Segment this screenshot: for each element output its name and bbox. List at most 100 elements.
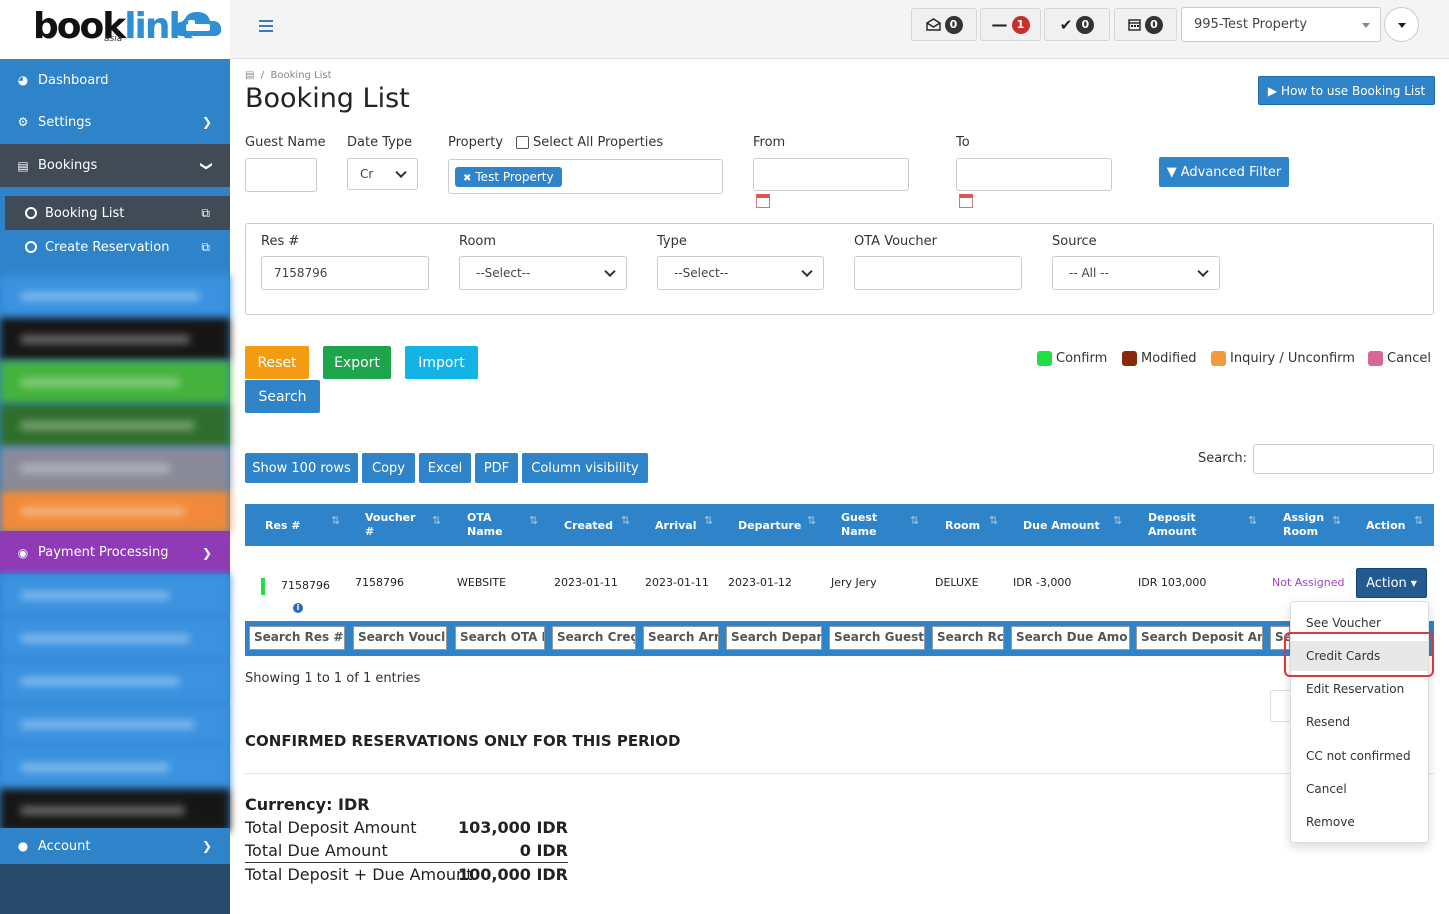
menu-item-remove[interactable]: Remove <box>1306 815 1355 829</box>
remove-tag-icon[interactable]: ✖ <box>463 172 472 184</box>
sort-icon[interactable]: ⇅ <box>989 514 999 527</box>
show-rows-button[interactable]: Show 100 rows <box>245 453 358 483</box>
messages-button[interactable]: 0 <box>911 8 977 41</box>
sort-icon[interactable]: ⇅ <box>807 514 817 527</box>
to-date-input[interactable] <box>956 158 1112 191</box>
sort-icon[interactable]: ⇅ <box>432 514 442 527</box>
advanced-filter-button[interactable]: ▼ Advanced Filter <box>1159 157 1289 187</box>
search-due-amount-input[interactable]: Search Due Amo <box>1011 626 1130 650</box>
sidebar-item-blurred[interactable] <box>0 404 230 447</box>
select-all-properties-checkbox[interactable]: Select All Properties <box>516 135 663 150</box>
sort-icon[interactable]: ⇅ <box>704 514 714 527</box>
menu-item-resend[interactable]: Resend <box>1306 715 1351 729</box>
sidebar-item-dashboard[interactable]: ◕ Dashboard <box>0 59 230 101</box>
sort-icon[interactable]: ⇅ <box>1414 514 1424 527</box>
reset-button[interactable]: Reset <box>245 346 309 379</box>
th-due-amount[interactable]: Due Amount <box>1023 504 1103 546</box>
sort-icon[interactable]: ⇅ <box>331 514 341 527</box>
search-res-input[interactable]: Search Res # <box>249 626 345 650</box>
th-deposit-amount[interactable]: Deposit Amount <box>1148 504 1208 546</box>
pdf-button[interactable]: PDF <box>475 453 518 483</box>
search-deposit-amount-input[interactable]: Search Deposit An <box>1136 626 1263 650</box>
room-select[interactable]: --Select-- <box>459 256 627 290</box>
th-ota-name[interactable]: OTA Name <box>467 504 522 546</box>
pending-button[interactable]: — 1 <box>980 8 1041 41</box>
th-action[interactable]: Action <box>1366 504 1411 546</box>
sidebar-item-blurred[interactable] <box>0 789 230 832</box>
copy-button[interactable]: Copy <box>362 453 415 483</box>
sidebar-item-blurred[interactable] <box>0 574 230 617</box>
ota-voucher-input[interactable] <box>854 256 1022 290</box>
guest-name-input[interactable] <box>245 158 317 192</box>
sidebar-item-blurred[interactable] <box>0 275 230 318</box>
menu-item-see-voucher[interactable]: See Voucher <box>1306 616 1381 630</box>
sidebar-item-create-reservation[interactable]: Create Reservation ⧉ <box>5 230 230 264</box>
search-button[interactable]: Search <box>245 380 320 413</box>
date-type-select[interactable]: Cr <box>347 158 418 190</box>
table-search-input[interactable] <box>1253 444 1434 474</box>
sidebar-item-blurred[interactable] <box>0 703 230 746</box>
checkbox-box[interactable] <box>516 136 529 149</box>
sidebar-item-blurred[interactable] <box>0 447 230 490</box>
sidebar-item-blurred[interactable] <box>0 361 230 404</box>
property-tag[interactable]: ✖ Test Property <box>455 166 562 187</box>
res-input[interactable]: 7158796 <box>261 256 429 290</box>
th-created[interactable]: Created <box>564 504 619 546</box>
from-date-input[interactable] <box>753 158 909 191</box>
th-arrival[interactable]: Arrival <box>655 504 705 546</box>
search-voucher-input[interactable]: Search Voucl <box>353 626 447 650</box>
confirmed-button[interactable]: ✔ 0 <box>1044 8 1110 41</box>
calendar-button[interactable]: 0 <box>1114 8 1177 41</box>
sort-icon[interactable]: ⇅ <box>529 514 539 527</box>
search-ota-input[interactable]: Search OTA I <box>455 626 545 650</box>
search-created-input[interactable]: Search Creç <box>552 626 636 650</box>
property-multiselect[interactable]: ✖ Test Property <box>448 159 723 194</box>
th-departure[interactable]: Departure <box>738 504 808 546</box>
type-select[interactable]: --Select-- <box>657 256 824 290</box>
brand-logo[interactable]: booklink asia <box>0 0 230 59</box>
sort-icon[interactable]: ⇅ <box>910 514 920 527</box>
sidebar-item-booking-list[interactable]: Booking List ⧉ <box>5 196 230 230</box>
th-assign-room[interactable]: Assign Room <box>1283 504 1328 546</box>
th-res[interactable]: Res # <box>265 504 325 546</box>
sidebar-item-account[interactable]: ● Account ❯ <box>0 828 230 864</box>
sidebar-item-blurred[interactable] <box>0 746 230 789</box>
property-select[interactable]: 995-Test Property <box>1181 7 1381 42</box>
source-select[interactable]: -- All -- <box>1052 256 1220 290</box>
th-guest-name[interactable]: Guest Name <box>841 504 891 546</box>
export-button[interactable]: Export <box>323 346 391 379</box>
calendar-icon[interactable] <box>959 194 973 208</box>
excel-button[interactable]: Excel <box>419 453 471 483</box>
sort-icon[interactable]: ⇅ <box>1332 514 1342 527</box>
sidebar-item-blurred[interactable] <box>0 660 230 703</box>
sort-icon[interactable]: ⇅ <box>621 514 631 527</box>
sidebar-item-blurred[interactable] <box>0 318 230 361</box>
search-arrival-input[interactable]: Search Arr <box>643 626 719 650</box>
sidebar-item-bookings[interactable]: ▤ Bookings ❯ <box>0 144 230 187</box>
menu-toggle-icon[interactable] <box>259 20 273 32</box>
sort-icon[interactable]: ⇅ <box>1248 514 1258 527</box>
calendar-icon[interactable] <box>756 194 770 208</box>
th-voucher[interactable]: Voucher # <box>365 504 420 546</box>
menu-item-edit-reservation[interactable]: Edit Reservation <box>1306 682 1405 696</box>
th-room[interactable]: Room <box>945 504 985 546</box>
search-room-input[interactable]: Search Rc <box>932 626 1004 650</box>
menu-item-cc-not-confirmed[interactable]: CC not confirmed <box>1306 749 1411 763</box>
column-visibility-button[interactable]: Column visibility <box>522 453 648 483</box>
action-dropdown-button[interactable]: Action ▼ <box>1356 568 1427 598</box>
sidebar-item-settings[interactable]: ⚙ Settings ❯ <box>0 101 230 143</box>
cell-res[interactable]: 7158796 <box>281 579 330 592</box>
import-button[interactable]: Import <box>405 346 478 379</box>
search-departure-input[interactable]: Search Depar <box>726 626 822 650</box>
sidebar-item-blurred[interactable] <box>0 490 230 533</box>
menu-item-cancel[interactable]: Cancel <box>1306 782 1347 796</box>
menu-item-credit-cards[interactable]: Credit Cards <box>1291 641 1428 671</box>
cell-assign-room[interactable]: Not Assigned <box>1272 576 1345 589</box>
user-menu-button[interactable] <box>1384 7 1419 42</box>
search-guest-input[interactable]: Search Guest <box>829 626 925 650</box>
sidebar-item-payment-processing[interactable]: ◉ Payment Processing ❯ <box>0 531 230 574</box>
sort-icon[interactable]: ⇅ <box>1113 514 1123 527</box>
info-icon[interactable]: i <box>293 603 303 613</box>
sidebar-item-blurred[interactable] <box>0 617 230 660</box>
how-to-use-button[interactable]: ▶ How to use Booking List <box>1258 76 1435 105</box>
